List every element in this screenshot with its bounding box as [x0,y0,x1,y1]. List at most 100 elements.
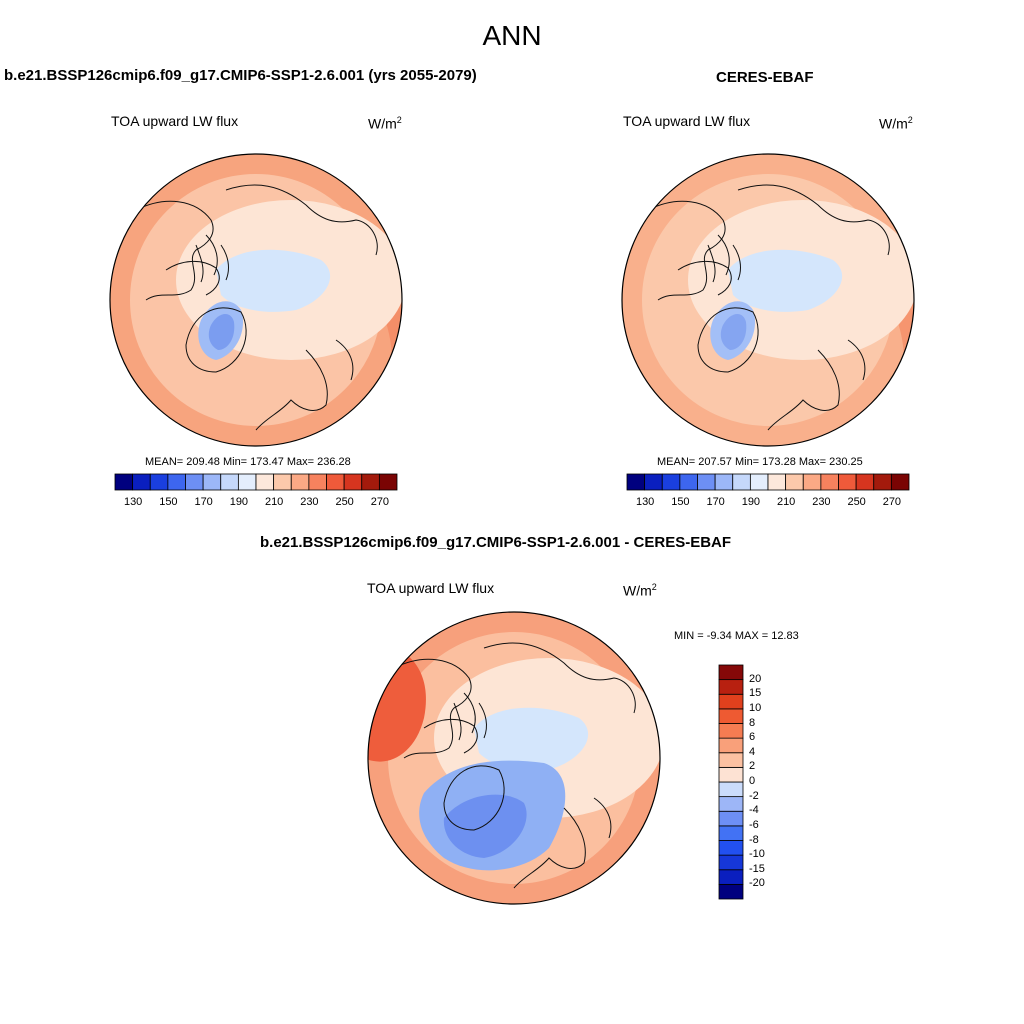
colorbar-tick-label: 15 [749,687,762,700]
map-field [110,154,402,446]
colorbar-box [220,473,239,491]
coastline [135,200,214,301]
colorbar-box [714,473,734,491]
colorbar-box [749,473,769,491]
colorbar-box [149,473,169,491]
panel-3-colorbar-labels: 20 15 10 8 6 4 2 0 -2 -4 -6 -8 -10 -15 -20 [749,665,789,899]
map-field [368,612,660,904]
colorbar-tick-label: -10 [749,848,765,861]
panel-3-colorbar [718,664,744,900]
colorbar-tick-label: 210 [776,496,796,508]
coastline [593,797,612,839]
panel-3-polar-map [367,611,661,905]
colorbar-box [820,473,839,491]
colorbar-box [273,473,292,491]
colorbar-box [718,752,744,768]
map-boundary [367,611,661,905]
panel-1-stats: MEAN= 209.48 Min= 173.47 Max= 236.28 [145,456,351,468]
colorbar-tick-label: 270 [370,496,390,508]
coastline-greenland [697,307,759,373]
colorbar-box [718,679,744,695]
colorbar-box [855,473,875,491]
coastline [255,349,328,431]
coastline [513,807,586,889]
colorbar-box [718,708,744,724]
coastline-archipelago [707,234,741,283]
colorbar-tick-label: 170 [706,496,725,508]
colorbar-box [718,810,744,827]
coastline [393,658,472,759]
colorbar-box [237,473,257,491]
coastline-archipelago [195,234,229,283]
colorbar-box [326,473,345,491]
colorbar-tick-label: 20 [749,672,762,685]
colorbar-box [255,473,275,491]
colorbar-tick-label: -6 [749,818,759,831]
colorbar-box [378,473,398,491]
colorbar-tick-label: 10 [749,701,762,714]
panel-2-colorbar-labels: 130 150 170 190 210 230 250 270 [627,496,909,510]
colorbar-box [718,693,744,710]
panel-3-units: W/m2 [623,582,657,599]
colorbar-tick-label: 6 [749,731,756,744]
colorbar-tick-label: 150 [671,496,690,508]
colorbar-tick-label: 4 [749,745,756,758]
colorbar-tick-label: 0 [749,775,756,787]
colorbar-tick-label: -20 [749,877,765,890]
colorbar-tick-label: 190 [741,496,761,508]
colorbar-tick-label: 8 [749,716,756,729]
field-polar-cap [216,249,331,312]
colorbar-tick-label: 150 [159,496,178,508]
panel-1-colorbar [114,473,398,491]
colorbar-box [361,473,380,491]
panel-1-units: W/m2 [368,115,402,132]
panel-3-title: b.e21.BSSP126cmip6.f09_g17.CMIP6-SSP1-2.… [260,534,732,551]
colorbar-box [890,473,910,491]
colorbar-box [767,473,787,491]
colorbar-tick-label: 250 [335,496,354,508]
panel-2-stats: MEAN= 207.57 Min= 173.28 Max= 230.25 [657,456,863,468]
colorbar-box [718,781,744,798]
colorbar-box [802,473,822,491]
field-cold-core [443,794,527,858]
colorbar-tick-label: 230 [300,496,319,508]
colorbar-tick-label: -8 [749,833,759,846]
panel-1-title: b.e21.BSSP126cmip6.f09_g17.CMIP6-SSP1-2.… [4,67,477,84]
coastline [647,200,726,301]
colorbar-tick-label: 130 [123,496,143,508]
colorbar-box [718,840,744,856]
panel-3-variable: TOA upward LW flux [367,580,495,596]
colorbar-box [202,473,222,491]
colorbar-box [732,473,751,491]
panel-1-polar-map [109,153,403,447]
colorbar-tick-label: 270 [882,496,902,508]
field-polar-cap [728,249,843,312]
colorbar-tick-label: -2 [749,789,759,802]
colorbar-box [679,473,698,491]
coastline-greenland [443,765,505,831]
colorbar-box [132,473,151,491]
colorbar-box [718,723,744,739]
field-polar-cap [474,707,589,770]
panel-2-units: W/m2 [879,115,913,132]
colorbar-box [838,473,857,491]
colorbar-box [626,473,646,491]
colorbar-tick-label: -15 [749,862,765,875]
colorbar-tick-label: 190 [229,496,249,508]
colorbar-box [644,473,663,491]
colorbar-box [697,473,716,491]
colorbar-box [718,766,744,783]
colorbar-box [114,473,134,491]
coastline [483,642,636,714]
colorbar-box [718,854,744,871]
colorbar-box [661,473,681,491]
panel-2-variable: TOA upward LW flux [623,113,751,129]
coastline [225,184,378,256]
panel-3-stats: MIN = -9.34 MAX = 12.83 [674,630,799,642]
map-boundary [109,153,403,447]
colorbar-box [167,473,186,491]
coastline [767,349,840,431]
colorbar-tick-label: 2 [749,760,756,773]
field-greenland-core [208,314,235,350]
colorbar-box [185,473,204,491]
